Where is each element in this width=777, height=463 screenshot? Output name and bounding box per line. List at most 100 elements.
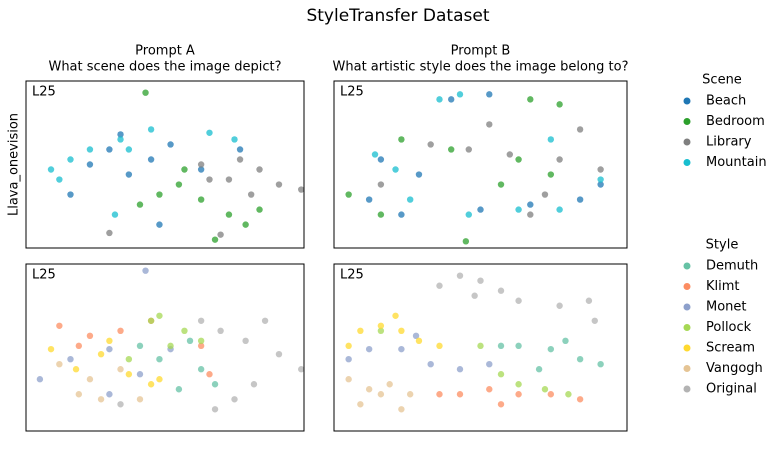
point xyxy=(181,166,188,173)
point xyxy=(392,166,399,173)
point xyxy=(345,355,352,363)
point xyxy=(56,361,63,368)
point xyxy=(125,355,133,363)
legend-label: Pollock xyxy=(706,320,752,335)
point xyxy=(547,136,555,143)
point xyxy=(497,342,505,350)
point xyxy=(556,156,563,163)
point xyxy=(398,406,405,413)
legend-marker xyxy=(683,324,691,331)
point xyxy=(462,238,470,245)
point xyxy=(562,337,569,345)
point xyxy=(427,141,434,148)
point xyxy=(67,156,74,163)
point xyxy=(86,376,94,383)
point xyxy=(541,191,549,198)
point xyxy=(225,211,233,218)
point xyxy=(377,181,385,188)
point xyxy=(415,171,423,178)
point xyxy=(117,131,124,138)
point xyxy=(541,386,549,393)
point xyxy=(365,386,373,393)
point xyxy=(547,345,555,353)
legend-label: Beach xyxy=(706,94,746,109)
y-axis-label: Llava_onevision xyxy=(7,113,22,216)
point xyxy=(217,231,224,238)
legend-label: Original xyxy=(706,382,757,397)
point xyxy=(547,391,555,398)
point xyxy=(186,337,194,345)
point xyxy=(448,146,455,153)
point xyxy=(576,126,584,133)
point xyxy=(75,342,83,350)
point xyxy=(106,391,113,398)
point xyxy=(556,302,563,309)
legend-title: Style xyxy=(706,238,739,253)
point xyxy=(117,136,124,143)
point xyxy=(357,327,364,334)
point xyxy=(465,211,472,218)
point xyxy=(486,361,493,368)
point xyxy=(515,381,522,388)
point xyxy=(275,181,283,188)
point xyxy=(125,146,133,153)
panel-frame xyxy=(25,80,305,249)
point xyxy=(136,396,144,403)
point xyxy=(225,176,233,183)
point xyxy=(175,181,183,188)
point xyxy=(167,141,174,148)
point xyxy=(398,345,405,353)
point xyxy=(211,406,219,413)
point xyxy=(67,191,74,198)
point xyxy=(415,337,423,345)
point xyxy=(456,272,464,279)
legend-marker xyxy=(683,159,691,166)
point xyxy=(597,176,604,183)
point xyxy=(436,96,443,103)
point xyxy=(398,211,405,218)
point xyxy=(427,361,434,368)
point xyxy=(456,91,464,98)
point xyxy=(250,381,258,388)
point xyxy=(136,371,144,378)
point xyxy=(156,376,163,383)
point xyxy=(298,186,305,193)
point xyxy=(167,342,174,350)
point xyxy=(527,211,534,218)
point xyxy=(206,176,213,183)
panel-label: L25 xyxy=(340,85,364,100)
point xyxy=(156,221,163,228)
point xyxy=(156,191,163,198)
point xyxy=(197,342,205,350)
point xyxy=(256,206,263,213)
point xyxy=(597,166,604,173)
point xyxy=(197,337,205,345)
panel-frame xyxy=(333,80,628,249)
point xyxy=(106,146,113,153)
point xyxy=(56,322,63,329)
point xyxy=(211,236,219,243)
point xyxy=(211,381,219,388)
point xyxy=(117,327,124,334)
point xyxy=(448,96,455,103)
legend-marker xyxy=(683,303,691,311)
point xyxy=(515,206,522,213)
point xyxy=(515,297,522,304)
legend-title: Scene xyxy=(702,73,742,88)
point xyxy=(527,96,534,103)
point xyxy=(261,317,269,324)
point xyxy=(576,355,584,363)
point xyxy=(242,221,249,228)
point xyxy=(497,181,505,188)
legend-label: Vangogh xyxy=(706,361,763,376)
point xyxy=(117,401,124,408)
point xyxy=(86,161,94,168)
point xyxy=(377,327,385,334)
point xyxy=(236,156,244,163)
point xyxy=(392,312,399,319)
point xyxy=(497,287,505,294)
legend-marker xyxy=(683,344,691,352)
